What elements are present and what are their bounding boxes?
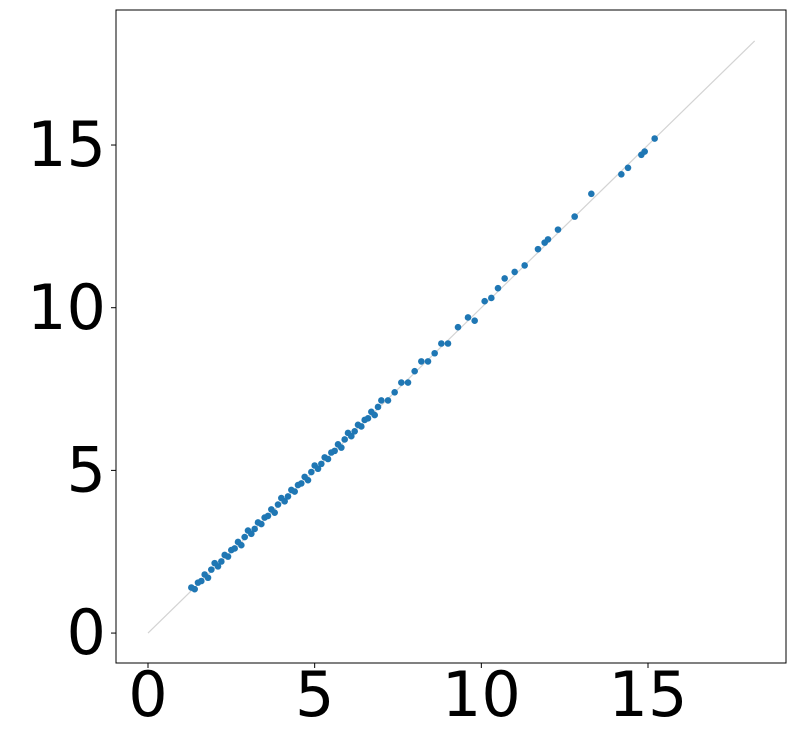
point — [251, 525, 258, 533]
point — [391, 388, 398, 396]
point — [454, 323, 462, 331]
point — [418, 358, 425, 365]
point — [404, 379, 412, 386]
point — [204, 574, 212, 582]
point — [331, 447, 338, 455]
point — [364, 415, 372, 422]
point — [521, 262, 528, 269]
point — [264, 512, 272, 520]
point — [224, 553, 232, 560]
point — [588, 190, 595, 198]
point — [444, 340, 452, 347]
point — [298, 480, 305, 487]
point — [378, 397, 385, 404]
x-tick-label: 15 — [609, 658, 688, 731]
point — [571, 213, 578, 220]
point — [304, 476, 312, 484]
point — [274, 501, 282, 508]
point — [358, 423, 365, 430]
point — [471, 317, 478, 325]
point — [501, 275, 508, 282]
point — [554, 226, 562, 233]
point — [258, 520, 265, 528]
point — [534, 245, 542, 253]
point — [431, 349, 438, 357]
point — [488, 294, 495, 302]
point — [191, 585, 198, 593]
point — [424, 358, 432, 365]
point — [338, 444, 345, 451]
y-tick-label: 15 — [27, 108, 106, 181]
point — [651, 135, 658, 142]
point — [231, 545, 238, 552]
point — [511, 268, 518, 276]
y-tick-label: 0 — [67, 596, 106, 669]
point — [494, 284, 502, 292]
point — [438, 340, 445, 347]
point — [214, 563, 222, 570]
point — [624, 164, 632, 172]
point — [398, 379, 405, 386]
point — [318, 460, 325, 468]
point — [351, 428, 358, 435]
point — [308, 468, 315, 476]
point — [464, 314, 472, 321]
point — [248, 530, 255, 538]
point — [618, 171, 625, 178]
y-tick-label: 5 — [67, 433, 106, 506]
point — [411, 367, 418, 375]
point — [198, 577, 205, 585]
point — [314, 465, 322, 473]
plot-frame — [115, 9, 787, 664]
point — [291, 488, 298, 495]
point — [284, 493, 292, 500]
point — [208, 566, 215, 573]
point — [481, 297, 488, 305]
point — [281, 497, 288, 505]
point — [374, 403, 382, 411]
point — [271, 509, 278, 516]
point — [238, 541, 245, 549]
y-tick-label: 10 — [27, 271, 106, 344]
point — [241, 533, 248, 541]
point — [371, 411, 378, 419]
point — [544, 236, 552, 243]
x-tick-label: 0 — [128, 658, 167, 731]
point — [384, 397, 392, 404]
point — [348, 432, 355, 440]
point — [218, 558, 225, 565]
point — [324, 455, 332, 463]
point — [341, 436, 348, 443]
x-tick-label: 10 — [442, 658, 521, 731]
x-tick-label: 5 — [295, 658, 334, 731]
point — [641, 148, 648, 155]
